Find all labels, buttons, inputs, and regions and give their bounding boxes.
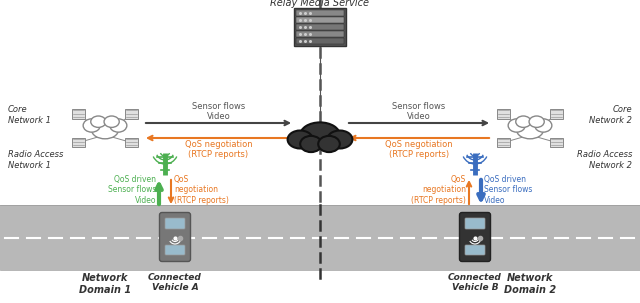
Ellipse shape <box>508 119 525 132</box>
FancyBboxPatch shape <box>465 218 485 229</box>
Text: Connected
Vehicle A: Connected Vehicle A <box>148 273 202 292</box>
Bar <box>550 138 563 147</box>
Ellipse shape <box>535 119 552 132</box>
Ellipse shape <box>300 136 322 152</box>
FancyBboxPatch shape <box>165 245 185 255</box>
Bar <box>0 205 640 270</box>
Ellipse shape <box>91 116 106 127</box>
Bar <box>296 38 344 44</box>
Text: Core
Network 2: Core Network 2 <box>589 105 632 125</box>
Text: Radio Access
Network 1: Radio Access Network 1 <box>8 150 63 170</box>
Ellipse shape <box>516 122 543 139</box>
FancyBboxPatch shape <box>460 212 490 261</box>
Bar <box>550 109 563 119</box>
Ellipse shape <box>83 119 100 132</box>
Ellipse shape <box>529 116 544 127</box>
Bar <box>296 31 344 37</box>
Bar <box>72 138 85 147</box>
Ellipse shape <box>92 122 118 139</box>
Bar <box>296 24 344 30</box>
Text: Network
Domain 1: Network Domain 1 <box>79 273 131 295</box>
FancyBboxPatch shape <box>465 245 485 255</box>
Ellipse shape <box>327 131 353 148</box>
Text: QoS negotiation
(RTCP reports): QoS negotiation (RTCP reports) <box>185 140 252 159</box>
Text: QoS driven
Sensor flows
Video: QoS driven Sensor flows Video <box>108 175 156 205</box>
FancyBboxPatch shape <box>159 212 191 261</box>
Text: QoS driven
Sensor flows
Video: QoS driven Sensor flows Video <box>484 175 532 205</box>
Text: Core
Network 1: Core Network 1 <box>8 105 51 125</box>
Bar <box>296 10 344 16</box>
Bar <box>294 8 346 46</box>
Bar <box>125 138 138 147</box>
Ellipse shape <box>104 116 119 127</box>
Text: Sensor flows
Video: Sensor flows Video <box>192 102 245 121</box>
Text: QoS
negotiation
(RTCP reports): QoS negotiation (RTCP reports) <box>411 175 466 205</box>
Ellipse shape <box>287 131 313 148</box>
Text: QoS
negotiation
(RTCP reports): QoS negotiation (RTCP reports) <box>174 175 229 205</box>
Bar <box>296 17 344 23</box>
FancyBboxPatch shape <box>165 218 185 229</box>
Text: Network
Domain 2: Network Domain 2 <box>504 273 556 295</box>
Ellipse shape <box>300 122 340 148</box>
Ellipse shape <box>516 116 531 127</box>
Ellipse shape <box>109 119 127 132</box>
Text: QoS negotiation
(RTCP reports): QoS negotiation (RTCP reports) <box>385 140 453 159</box>
Bar <box>125 109 138 119</box>
Bar <box>497 109 510 119</box>
Bar <box>72 109 85 119</box>
Ellipse shape <box>318 136 340 152</box>
Text: Connected
Vehicle B: Connected Vehicle B <box>448 273 502 292</box>
Bar <box>497 138 510 147</box>
Text: Sensor flows
Video: Sensor flows Video <box>392 102 445 121</box>
Text: Relay Media Service: Relay Media Service <box>271 0 369 8</box>
Text: Radio Access
Network 2: Radio Access Network 2 <box>577 150 632 170</box>
